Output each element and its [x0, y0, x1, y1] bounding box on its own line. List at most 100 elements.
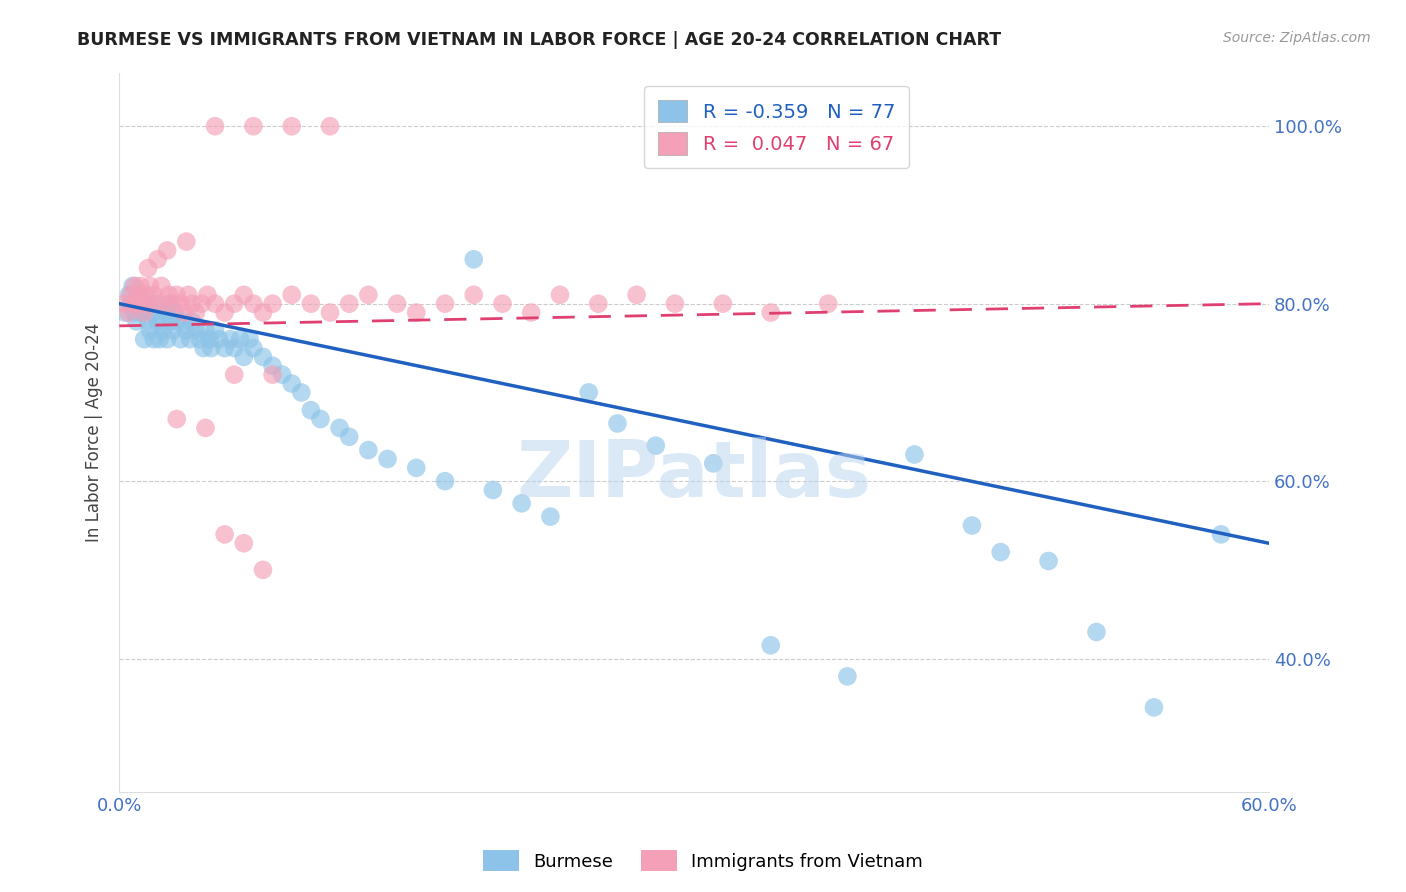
Point: [120, 296, 142, 310]
Point: [125, 296, 148, 310]
Point: [169, 332, 191, 346]
Point: [1038, 554, 1060, 568]
Point: [129, 288, 152, 302]
Point: [145, 296, 167, 310]
Point: [1209, 527, 1232, 541]
Point: [1085, 625, 1108, 640]
Point: [162, 323, 184, 337]
Point: [262, 368, 284, 382]
Text: Source: ZipAtlas.com: Source: ZipAtlas.com: [1223, 31, 1371, 45]
Point: [548, 288, 571, 302]
Point: [299, 296, 322, 310]
Point: [121, 279, 143, 293]
Point: [463, 288, 485, 302]
Point: [280, 120, 302, 134]
Point: [357, 443, 380, 458]
Point: [405, 460, 427, 475]
Point: [118, 305, 141, 319]
Point: [578, 385, 600, 400]
Point: [262, 359, 284, 373]
Point: [176, 323, 198, 337]
Point: [121, 296, 143, 310]
Point: [903, 448, 925, 462]
Point: [181, 314, 204, 328]
Point: [434, 296, 457, 310]
Point: [135, 288, 157, 302]
Point: [252, 563, 274, 577]
Point: [190, 296, 212, 310]
Point: [262, 296, 284, 310]
Point: [990, 545, 1012, 559]
Point: [242, 296, 264, 310]
Point: [193, 341, 215, 355]
Point: [142, 288, 165, 302]
Point: [319, 120, 342, 134]
Point: [169, 296, 191, 310]
Point: [198, 332, 221, 346]
Point: [664, 296, 686, 310]
Point: [136, 296, 159, 310]
Point: [319, 305, 342, 319]
Point: [139, 279, 162, 293]
Point: [177, 288, 200, 302]
Point: [520, 305, 543, 319]
Point: [146, 314, 169, 328]
Legend: Burmese, Immigrants from Vietnam: Burmese, Immigrants from Vietnam: [475, 843, 931, 879]
Point: [155, 296, 177, 310]
Point: [184, 323, 207, 337]
Point: [759, 305, 782, 319]
Point: [252, 305, 274, 319]
Point: [127, 296, 149, 310]
Point: [146, 296, 169, 310]
Point: [146, 252, 169, 267]
Point: [208, 332, 231, 346]
Point: [134, 305, 156, 319]
Point: [224, 341, 246, 355]
Point: [232, 288, 254, 302]
Point: [166, 412, 188, 426]
Point: [163, 305, 186, 319]
Point: [150, 314, 173, 328]
Point: [817, 296, 839, 310]
Point: [162, 296, 184, 310]
Point: [960, 518, 983, 533]
Point: [150, 279, 173, 293]
Point: [204, 296, 226, 310]
Point: [131, 305, 153, 319]
Point: [239, 332, 262, 346]
Point: [385, 296, 408, 310]
Point: [242, 341, 264, 355]
Point: [129, 279, 152, 293]
Legend: R = -0.359   N = 77, R =  0.047   N = 67: R = -0.359 N = 77, R = 0.047 N = 67: [644, 87, 908, 169]
Point: [173, 314, 195, 328]
Point: [156, 332, 179, 346]
Text: ZIPatlas: ZIPatlas: [516, 437, 872, 514]
Point: [176, 235, 198, 249]
Point: [125, 314, 148, 328]
Point: [377, 452, 399, 467]
Point: [224, 368, 246, 382]
Point: [759, 638, 782, 652]
Point: [337, 296, 360, 310]
Point: [131, 296, 153, 310]
Point: [434, 474, 457, 488]
Point: [152, 323, 174, 337]
Point: [179, 332, 201, 346]
Point: [184, 305, 207, 319]
Point: [173, 305, 195, 319]
Point: [232, 536, 254, 550]
Point: [120, 288, 142, 302]
Point: [357, 288, 380, 302]
Point: [280, 376, 302, 391]
Point: [242, 120, 264, 134]
Point: [135, 296, 157, 310]
Point: [141, 305, 163, 319]
Point: [204, 323, 226, 337]
Point: [214, 527, 236, 541]
Point: [134, 332, 156, 346]
Point: [156, 244, 179, 258]
Point: [606, 417, 628, 431]
Point: [252, 350, 274, 364]
Point: [463, 252, 485, 267]
Point: [136, 314, 159, 328]
